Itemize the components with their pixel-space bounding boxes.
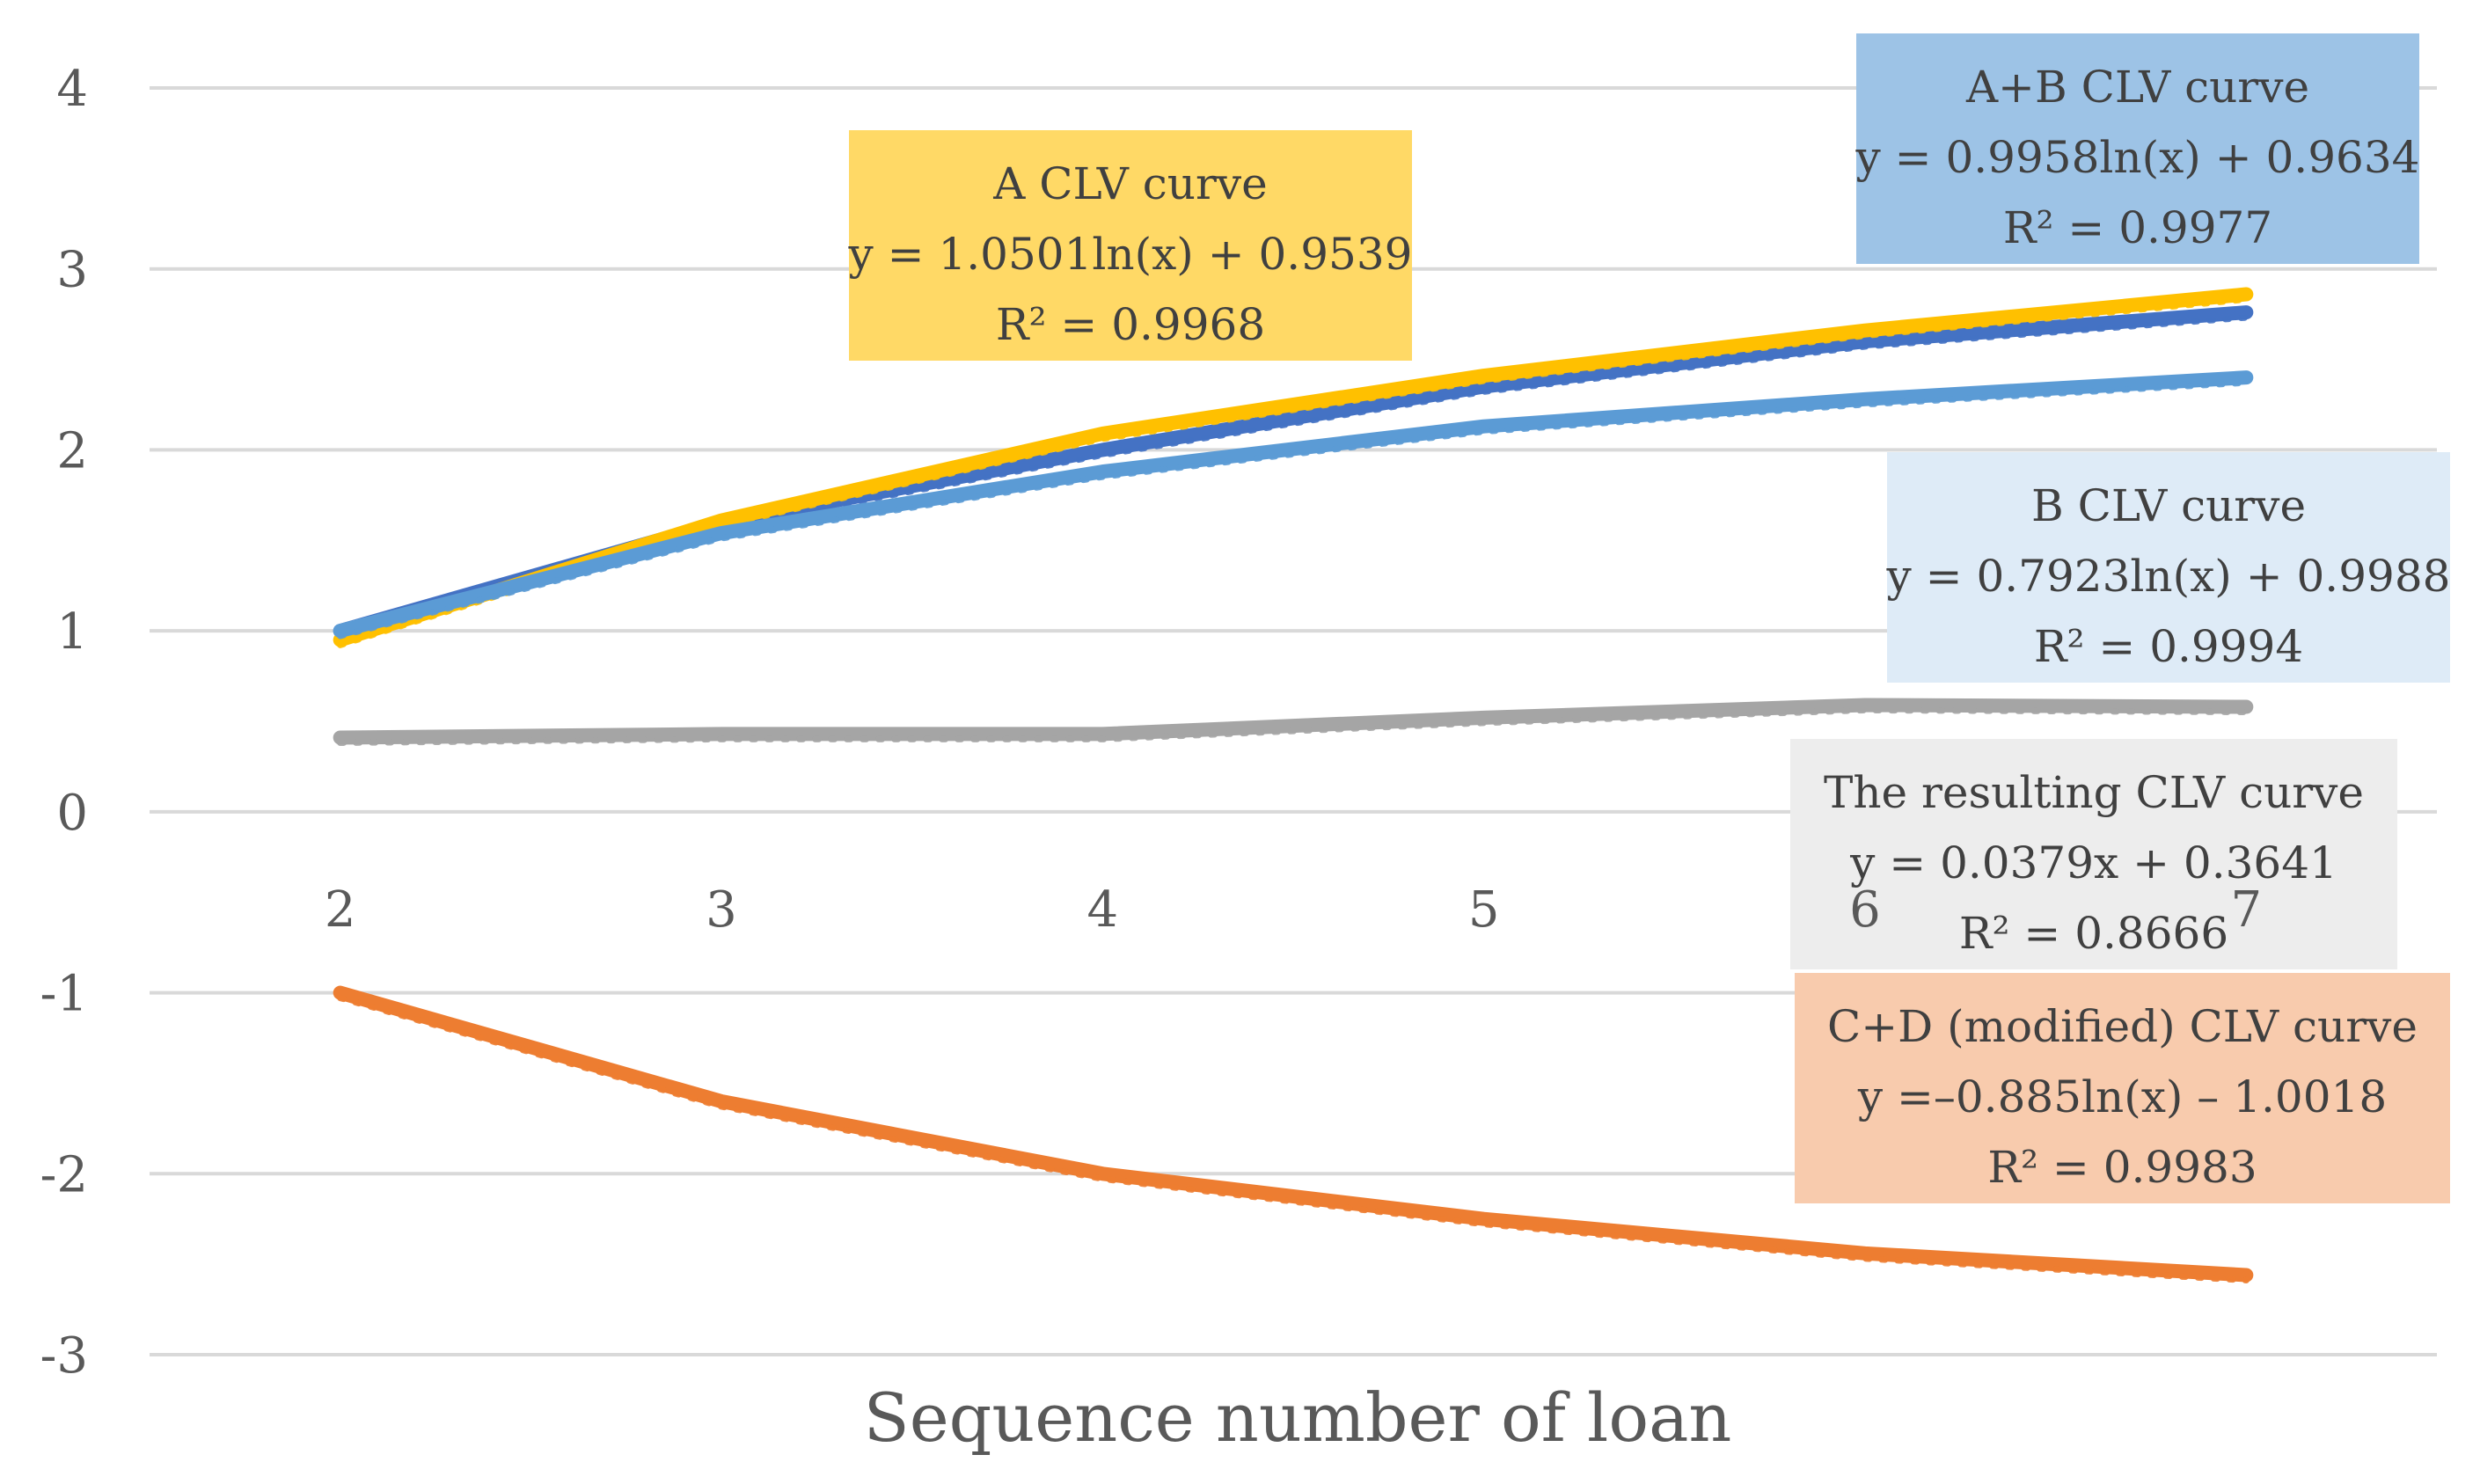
y-axis-ticks: 4 3 2 1 0 -1 -2 -3 bbox=[40, 61, 88, 1385]
annotation-line: R² = 0.9994 bbox=[2034, 621, 2303, 672]
series-line-cd bbox=[333, 985, 2254, 1283]
annotation-line: y = 0.7923ln(x) + 0.9988 bbox=[1886, 551, 2451, 602]
annotation-box bbox=[849, 130, 1412, 361]
annotation-line: y =–0.885ln(x) – 1.0018 bbox=[1857, 1071, 2387, 1122]
annotation-line: C+D (modified) CLV curve bbox=[1827, 1001, 2418, 1052]
trendline-b bbox=[337, 379, 2250, 640]
series-lines bbox=[333, 287, 2254, 1283]
annotation-resulting: The resulting CLV curve y = 0.0379x + 0.3… bbox=[1790, 739, 2397, 969]
annotation-line: The resulting CLV curve bbox=[1824, 767, 2364, 818]
y-tick-label: 1 bbox=[56, 603, 88, 661]
x-axis-label: Sequence number of loan bbox=[864, 1378, 1732, 1457]
y-tick-label: -1 bbox=[40, 966, 88, 1023]
x-tick-label: 3 bbox=[706, 881, 737, 939]
series-line-resulting bbox=[333, 698, 2254, 745]
x-tick-label: 4 bbox=[1087, 881, 1119, 939]
annotation-line: R² = 0.9983 bbox=[1987, 1142, 2257, 1193]
annotation-cd: C+D (modified) CLV curve y =–0.885ln(x) –… bbox=[1795, 973, 2450, 1203]
y-tick-label: -2 bbox=[40, 1146, 88, 1203]
series-line-a bbox=[333, 287, 2254, 647]
annotation-box bbox=[1856, 33, 2419, 264]
annotation-line: B CLV curve bbox=[2031, 480, 2306, 531]
trendline-resulting bbox=[337, 706, 2250, 747]
series-line-b bbox=[333, 370, 2254, 639]
x-tick-label-overlay: 6 bbox=[1849, 881, 1881, 939]
annotation-line: y = 0.9958ln(x) + 0.9634 bbox=[1855, 132, 2420, 183]
y-tick-label: 3 bbox=[56, 242, 88, 299]
x-tick-label: 5 bbox=[1468, 881, 1500, 939]
x-tick-label: 2 bbox=[325, 881, 356, 939]
x-tick-label-overlay: 7 bbox=[2231, 881, 2263, 939]
annotation-line: y = 0.0379x + 0.3641 bbox=[1849, 837, 2337, 888]
annotation-box bbox=[1790, 739, 2397, 969]
annotation-line: y = 1.0501ln(x) + 0.9539 bbox=[848, 229, 1413, 280]
annotation-line: R² = 0.9968 bbox=[996, 299, 1265, 350]
annotation-box bbox=[1887, 452, 2450, 683]
annotation-ab: A+B CLV curve y = 0.9958ln(x) + 0.9634 R² … bbox=[1855, 33, 2420, 264]
annotation-line: A CLV curve bbox=[992, 158, 1267, 209]
annotation-box bbox=[1795, 973, 2450, 1203]
annotation-line: A+B CLV curve bbox=[1965, 62, 2309, 113]
y-tick-label: 2 bbox=[56, 422, 88, 479]
trendline-cd bbox=[337, 995, 2250, 1283]
annotation-b: B CLV curve y = 0.7923ln(x) + 0.9988 R² = … bbox=[1886, 452, 2451, 683]
annotation-a: A CLV curve y = 1.0501ln(x) + 0.9539 R² = … bbox=[848, 130, 1413, 361]
y-tick-label: -3 bbox=[40, 1327, 88, 1385]
trendline-annotations: A CLV curve y = 1.0501ln(x) + 0.9539 R² = … bbox=[848, 33, 2451, 1203]
annotation-line: R² = 0.8666 bbox=[1959, 908, 2228, 959]
y-tick-label: 4 bbox=[56, 61, 88, 118]
y-tick-label: 0 bbox=[56, 785, 88, 842]
annotation-line: R² = 0.9977 bbox=[2003, 202, 2272, 253]
